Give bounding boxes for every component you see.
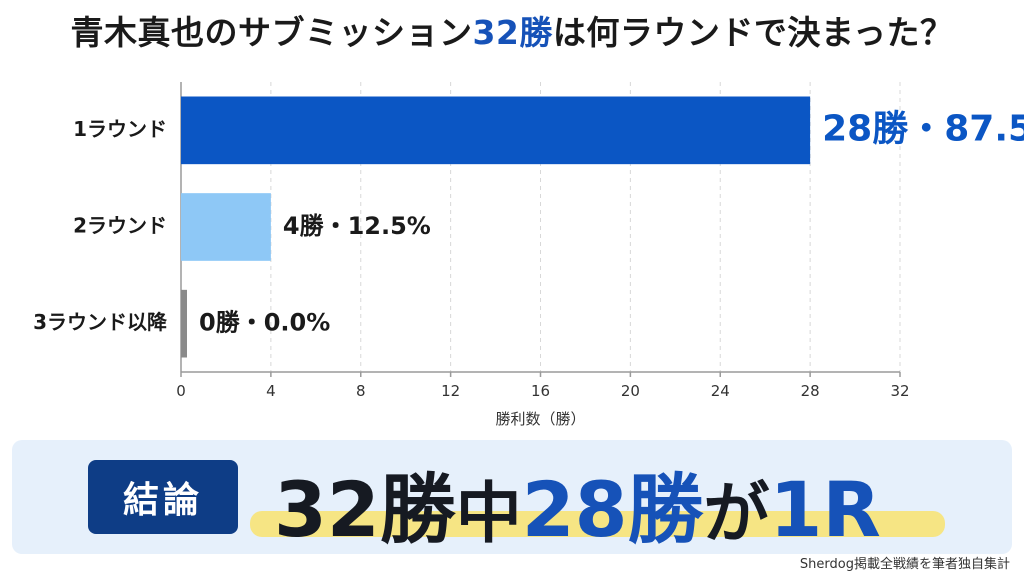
x-tick-label-0: 0 <box>176 382 186 400</box>
x-tick-label-8: 32 <box>890 382 909 400</box>
value-label-0: 28勝・87.5% <box>822 108 1024 149</box>
category-label-2: 3ラウンド以降 <box>33 310 168 334</box>
x-tick-label-2: 8 <box>356 382 366 400</box>
conclusion-total: 32勝 <box>274 465 456 554</box>
category-label-0: 1ラウンド <box>73 117 167 141</box>
bar-1 <box>181 193 271 261</box>
value-label-1: 4勝・12.5% <box>283 212 431 240</box>
x-tick-label-4: 16 <box>531 382 550 400</box>
title-highlight: 32勝 <box>472 13 553 52</box>
bar-2 <box>181 289 187 358</box>
value-label-2: 0勝・0.0% <box>199 309 330 337</box>
conclusion-particle: が <box>703 475 770 552</box>
conclusion-badge: 結論 <box>88 460 238 534</box>
conclusion-round: 1R <box>769 465 881 554</box>
conclusion-text: 32勝 中 28勝 が 1R <box>274 448 881 554</box>
x-axis-label: 勝利数（勝） <box>495 410 585 428</box>
source-footnote: Sherdog掲載全戦績を筆者独自集計 <box>799 557 1010 572</box>
x-tick-label-5: 20 <box>621 382 640 400</box>
conclusion-middle: 中 <box>455 475 522 552</box>
x-tick-label-7: 28 <box>801 382 820 400</box>
title-prefix: 青木真也のサブミッション <box>70 13 473 52</box>
x-tick-label-6: 24 <box>711 382 730 400</box>
x-tick-label-1: 4 <box>266 382 276 400</box>
category-label-1: 2ラウンド <box>73 214 167 238</box>
conclusion-wins: 28勝 <box>521 465 704 554</box>
x-tick-label-3: 12 <box>441 382 460 400</box>
conclusion-panel: 結論 32勝 中 28勝 が 1R <box>12 440 1012 554</box>
bar-chart: 0 4 8 12 16 20 24 28 32 勝利数（勝） 1ラウンド 28勝・87.5% 2ラウンド… <box>33 82 1024 428</box>
chart-title: 青木真也のサブミッション32勝は何ラウンドで決まった？ <box>0 6 1024 54</box>
bar-0 <box>181 96 811 165</box>
title-suffix: は何ラウンドで決まった？ <box>552 13 954 52</box>
highlight-underline <box>250 511 945 537</box>
